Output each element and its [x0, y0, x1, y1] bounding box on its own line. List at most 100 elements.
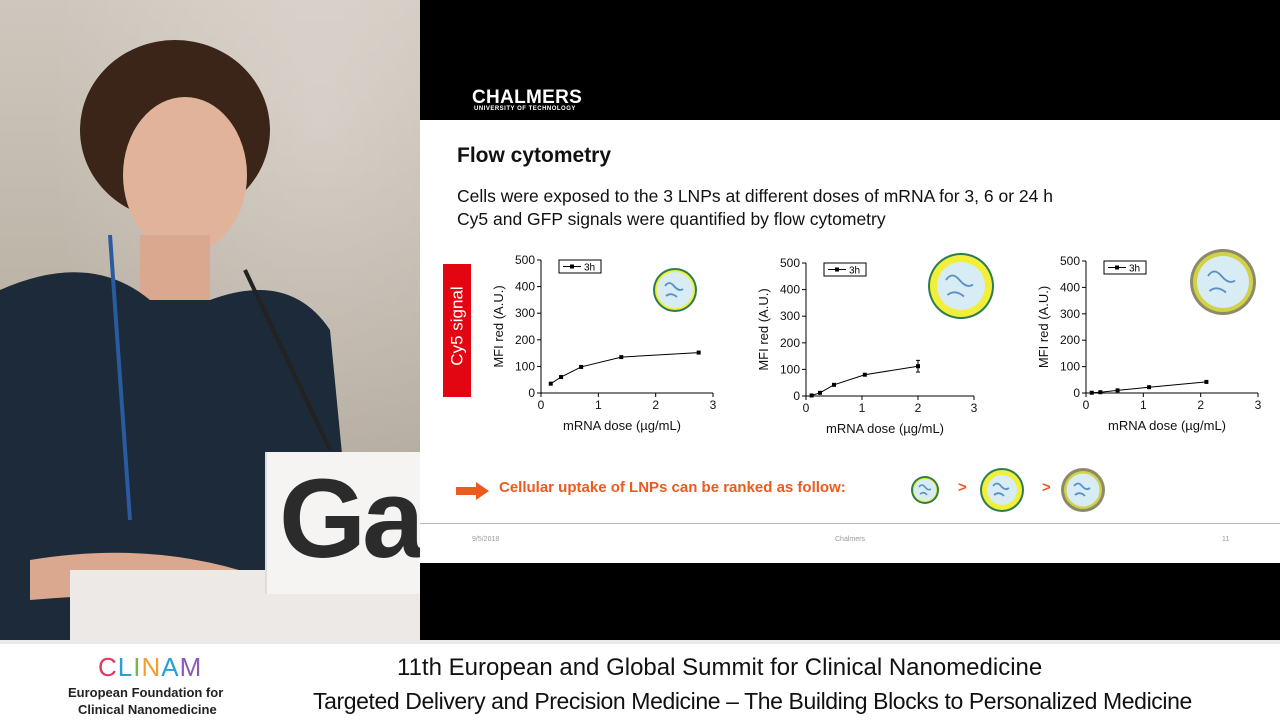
- podium-sign: Ga: [265, 452, 420, 594]
- summit-subtitle: Targeted Delivery and Precision Medicine…: [313, 688, 1192, 714]
- y-axis-label: MFI red (A.U.): [1036, 286, 1051, 368]
- podium-sign-text: Ga: [279, 456, 420, 581]
- lnp-large-yellow-icon: [980, 468, 1024, 512]
- data-point: [916, 364, 920, 369]
- cy5-signal-label: Cy5 signal: [443, 264, 471, 397]
- greater-than-symbol: >: [958, 479, 967, 496]
- legend-label: 3h: [1129, 264, 1140, 275]
- y-tick-label: 300: [780, 309, 800, 323]
- x-axis-label: mRNA dose (µg/mL): [826, 421, 944, 436]
- lnp-small-green-icon: [911, 476, 939, 504]
- legend-label: 3h: [584, 263, 595, 274]
- chalmers-logo: CHALMERS: [472, 87, 583, 108]
- lanyard: [108, 234, 132, 521]
- data-point: [1204, 379, 1209, 384]
- lnp-core: [657, 272, 693, 308]
- y-tick-label: 300: [1060, 307, 1080, 321]
- slide-text-line-2: Cy5 and GFP signals were quantified by f…: [457, 209, 886, 229]
- x-tick-label: 0: [538, 398, 545, 412]
- y-axis-label: MFI red (A.U.): [756, 288, 771, 370]
- lnp-large-yellow-icon: [928, 253, 994, 319]
- y-tick-label: 400: [780, 283, 800, 297]
- y-tick-label: 0: [528, 386, 535, 400]
- presentation-slide: Flow cytometry Cells were exposed to the…: [420, 120, 1280, 563]
- x-tick-label: 2: [915, 401, 922, 415]
- data-point: [862, 372, 867, 377]
- data-point: [1115, 388, 1120, 393]
- data-point: [1089, 390, 1094, 395]
- y-axis-label: MFI red (A.U.): [491, 285, 506, 367]
- slide-title: Flow cytometry: [457, 144, 612, 167]
- clinam-letter: C: [98, 652, 118, 682]
- y-tick-label: 400: [1060, 280, 1080, 294]
- slide-footer-center: Chalmers: [835, 536, 865, 543]
- data-point: [1098, 390, 1103, 395]
- lnp-large-gray-icon: [1190, 249, 1256, 315]
- lnp-core: [937, 262, 985, 310]
- y-tick-label: 100: [780, 362, 800, 376]
- clinam-letter: L: [117, 652, 134, 682]
- slide-text-line-1: Cells were exposed to the 3 LNPs at diff…: [457, 186, 1053, 206]
- org-name-line-1: European Foundation for: [68, 685, 224, 700]
- clinam-letter: I: [133, 652, 142, 682]
- x-tick-label: 3: [710, 398, 717, 412]
- x-axis-label: mRNA dose (µg/mL): [1108, 418, 1226, 433]
- chalmers-logo-subtext: UNIVERSITY OF TECHNOLOGY: [474, 106, 576, 112]
- y-tick-label: 500: [515, 253, 535, 267]
- lnp-large-gray-icon: [1061, 468, 1105, 512]
- lnp-core: [1197, 256, 1249, 308]
- speaker-video: Ga: [0, 0, 420, 640]
- data-point: [548, 381, 553, 386]
- y-tick-label: 200: [515, 333, 535, 347]
- x-tick-label: 0: [803, 401, 810, 415]
- x-tick-label: 1: [859, 401, 866, 415]
- data-point: [696, 350, 701, 355]
- y-tick-label: 500: [780, 256, 800, 270]
- speaker-figure: [0, 40, 360, 640]
- chart-2: 0 100 200 300 400 500 0 1 2 3 mRNA dose (µg/mL) MFI…: [756, 253, 994, 436]
- y-tick-label: 300: [515, 306, 535, 320]
- arrow-right-icon: [456, 482, 489, 500]
- chart-3: 0 100 200 300 400 500 0 1 2 3 mRNA dose (µg/mL) MFI…: [1036, 249, 1262, 433]
- ranking-lnp-icons: [911, 468, 1105, 512]
- legend-label: 3h: [849, 266, 860, 277]
- y-tick-label: 200: [1060, 333, 1080, 347]
- slide-footer-date: 9/5/2018: [472, 536, 500, 543]
- conclusion-text: Cellular uptake of LNPs can be ranked as…: [499, 479, 846, 496]
- legend-marker: [835, 267, 839, 272]
- data-point: [832, 382, 836, 387]
- lnp-small-green-icon: [653, 268, 697, 312]
- clinam-letter: M: [179, 652, 203, 682]
- x-tick-label: 1: [595, 398, 602, 412]
- lnp-mrna-strand: [664, 282, 684, 298]
- summit-title: 11th European and Global Summit for Clin…: [397, 654, 1043, 681]
- data-point: [559, 375, 564, 380]
- legend-marker: [1115, 265, 1119, 270]
- clinam-logo: CLINAM: [98, 652, 202, 683]
- slide-footer-rule: [420, 523, 1280, 524]
- x-tick-label: 1: [1140, 398, 1147, 412]
- x-tick-label: 2: [1197, 398, 1204, 412]
- lnp-mrna-strand: [945, 274, 974, 298]
- x-tick-label: 0: [1083, 398, 1090, 412]
- slide-header-bar: [420, 0, 1280, 120]
- legend-marker: [570, 264, 574, 269]
- slide-bottom-bar: [420, 563, 1280, 640]
- x-tick-label: 3: [1255, 398, 1262, 412]
- data-point: [818, 390, 822, 395]
- slide-page-number: 11: [1222, 536, 1230, 543]
- y-tick-label: 500: [1060, 254, 1080, 268]
- x-tick-label: 3: [971, 401, 978, 415]
- org-name-line-2: Clinical Nanomedicine: [78, 702, 217, 717]
- data-point: [579, 364, 584, 369]
- greater-than-symbol: >: [1042, 479, 1051, 496]
- y-tick-label: 100: [515, 359, 535, 373]
- clinam-letter: N: [141, 652, 162, 682]
- chart-1: 0 100 200 300 400 500 0 1 2 3 mRNA dose (µg/mL) MFI…: [491, 253, 717, 433]
- data-point: [1147, 385, 1152, 390]
- clinam-letter: A: [161, 652, 180, 682]
- data-point: [809, 393, 814, 398]
- y-tick-label: 0: [1073, 386, 1080, 400]
- y-tick-label: 0: [793, 389, 800, 403]
